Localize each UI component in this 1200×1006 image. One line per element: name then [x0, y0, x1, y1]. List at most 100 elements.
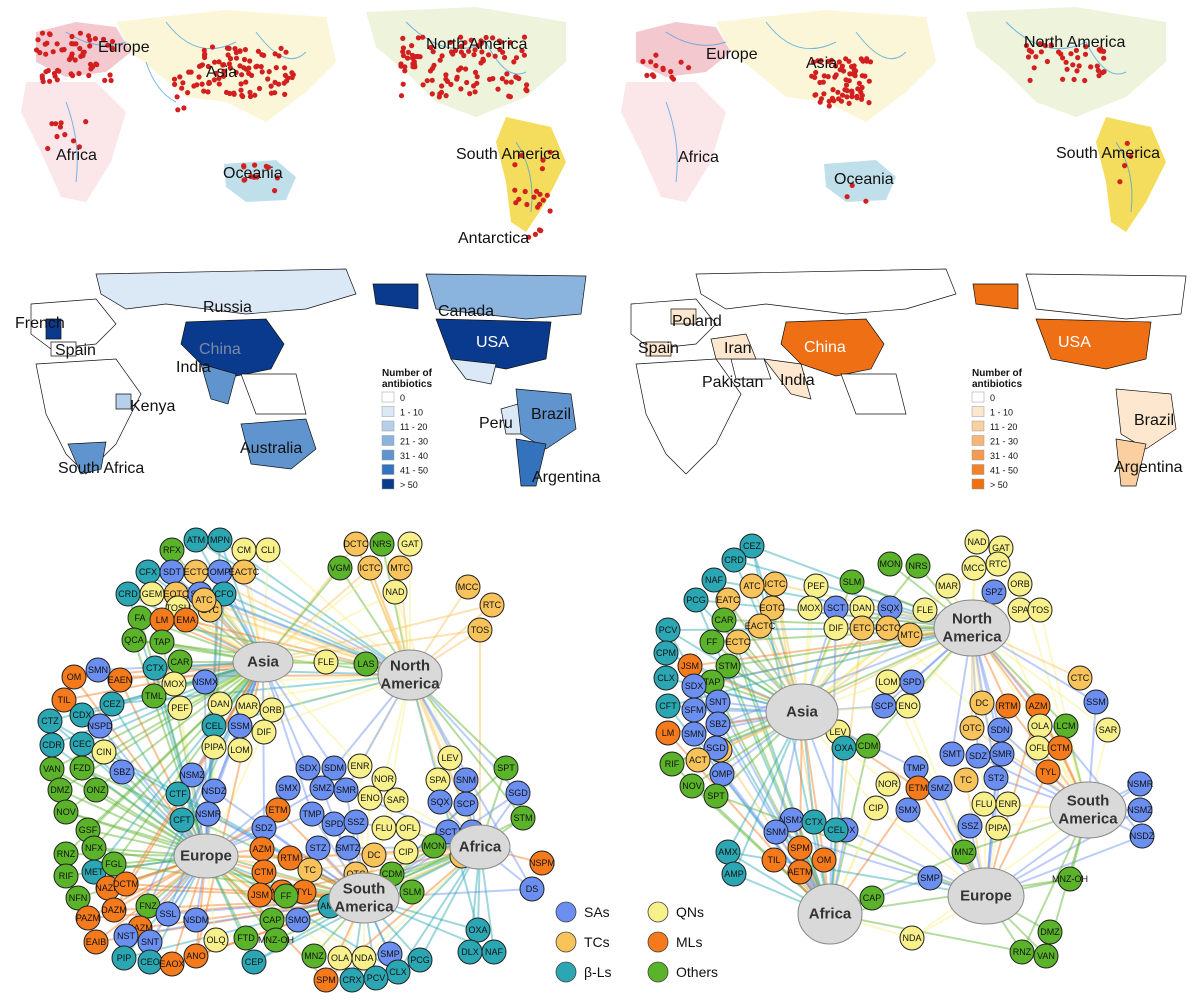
antibiotic-node[interactable]: SSZ — [957, 813, 983, 839]
antibiotic-node[interactable]: EACTC — [229, 559, 260, 585]
antibiotic-node[interactable]: CAR — [167, 649, 193, 675]
antibiotic-node[interactable]: CEC — [69, 731, 95, 757]
antibiotic-node[interactable]: SFM — [681, 697, 707, 723]
antibiotic-node[interactable]: LCM — [1053, 713, 1079, 739]
continent-hub[interactable]: Africa — [797, 883, 863, 945]
antibiotic-node[interactable]: AZM — [249, 836, 275, 862]
antibiotic-node[interactable]: NSDM — [183, 907, 210, 933]
antibiotic-node[interactable]: SSL — [155, 901, 181, 927]
antibiotic-node[interactable]: TOS — [1027, 597, 1053, 623]
antibiotic-node[interactable]: SMZ — [309, 775, 335, 801]
antibiotic-node[interactable]: PEF — [167, 695, 193, 721]
antibiotic-node[interactable]: PCV — [363, 965, 389, 991]
antibiotic-node[interactable]: DIF — [823, 615, 849, 641]
antibiotic-node[interactable]: NSMR — [1127, 771, 1154, 797]
antibiotic-node[interactable]: OM — [811, 847, 837, 873]
antibiotic-node[interactable]: CEZ — [99, 691, 125, 717]
antibiotic-node[interactable]: ATC — [191, 587, 217, 613]
antibiotic-node[interactable]: TOS — [467, 617, 493, 643]
antibiotic-node[interactable]: JSM — [247, 882, 273, 908]
antibiotic-node[interactable]: GAT — [397, 531, 423, 557]
antibiotic-node[interactable]: NSDZ — [201, 778, 227, 804]
antibiotic-node[interactable]: ONZ — [83, 777, 109, 803]
antibiotic-node[interactable]: RFX — [159, 537, 185, 563]
antibiotic-node[interactable]: SAR — [1095, 717, 1121, 743]
antibiotic-node[interactable]: SMT — [939, 741, 965, 767]
antibiotic-node[interactable]: SMP — [917, 865, 943, 891]
antibiotic-node[interactable]: NOV — [679, 773, 705, 799]
antibiotic-node[interactable]: TIL — [761, 847, 787, 873]
antibiotic-node[interactable]: CTM — [251, 859, 277, 885]
antibiotic-node[interactable]: FGL — [101, 851, 127, 877]
antibiotic-node[interactable]: TYL — [1035, 759, 1061, 785]
antibiotic-node[interactable]: EACTC — [745, 613, 776, 639]
antibiotic-node[interactable]: RNZ — [1009, 939, 1035, 965]
antibiotic-node[interactable]: RIF — [659, 751, 685, 777]
antibiotic-node[interactable]: DAN — [207, 691, 233, 717]
antibiotic-node[interactable]: SDT — [159, 559, 185, 585]
antibiotic-node[interactable]: OMP — [709, 761, 735, 787]
antibiotic-node[interactable]: CAR — [711, 607, 737, 633]
antibiotic-node[interactable]: FF — [273, 883, 299, 909]
antibiotic-node[interactable]: ENR — [995, 791, 1021, 817]
antibiotic-node[interactable]: ICTC — [357, 555, 383, 581]
antibiotic-node[interactable]: FA — [127, 605, 153, 631]
antibiotic-node[interactable]: ORB — [1007, 571, 1033, 597]
antibiotic-node[interactable]: MAR — [935, 573, 961, 599]
antibiotic-node[interactable]: SMO — [285, 907, 311, 933]
antibiotic-node[interactable]: ICTC — [762, 571, 788, 597]
antibiotic-node[interactable]: MNZ — [951, 839, 977, 865]
antibiotic-node[interactable]: DS — [519, 876, 545, 902]
antibiotic-node[interactable]: CEL — [201, 713, 227, 739]
antibiotic-node[interactable]: MCC — [961, 555, 987, 581]
antibiotic-node[interactable]: SDZ — [251, 815, 277, 841]
antibiotic-node[interactable]: SDZ — [965, 743, 991, 769]
antibiotic-node[interactable]: NOR — [875, 771, 901, 797]
antibiotic-node[interactable]: CIP — [393, 839, 419, 865]
antibiotic-node[interactable]: CDR — [39, 732, 65, 758]
antibiotic-node[interactable]: MNZ — [301, 943, 327, 969]
antibiotic-node[interactable]: MCC — [455, 574, 481, 600]
antibiotic-node[interactable]: SMN — [85, 657, 111, 683]
antibiotic-node[interactable]: CTC — [1067, 665, 1093, 691]
antibiotic-node[interactable]: QCA — [121, 627, 147, 653]
antibiotic-node[interactable]: NDA — [351, 945, 377, 971]
antibiotic-node[interactable]: CLI — [255, 537, 281, 563]
antibiotic-node[interactable]: DMZ — [1037, 919, 1063, 945]
antibiotic-node[interactable]: NAD — [964, 529, 990, 555]
antibiotic-node[interactable]: SMR — [989, 741, 1015, 767]
antibiotic-node[interactable]: ACT — [685, 747, 711, 773]
antibiotic-node[interactable]: DIF — [251, 719, 277, 745]
antibiotic-node[interactable]: CIN — [91, 739, 117, 765]
antibiotic-node[interactable]: EAEN — [107, 667, 133, 693]
antibiotic-node[interactable]: OM — [61, 664, 87, 690]
antibiotic-node[interactable]: STM — [715, 653, 741, 679]
antibiotic-node[interactable]: CRD — [721, 547, 747, 573]
antibiotic-node[interactable]: NSMR — [195, 801, 222, 827]
antibiotic-node[interactable]: SNT — [705, 689, 731, 715]
antibiotic-node[interactable]: MON — [421, 833, 447, 859]
antibiotic-node[interactable]: RTM — [995, 693, 1021, 719]
antibiotic-node[interactable]: CDX — [69, 702, 95, 728]
antibiotic-node[interactable]: TC — [953, 767, 979, 793]
antibiotic-node[interactable]: LEV — [437, 745, 463, 771]
antibiotic-node[interactable]: SDX — [295, 755, 321, 781]
antibiotic-node[interactable]: STZ — [305, 835, 331, 861]
antibiotic-node[interactable]: EAOX — [159, 951, 185, 977]
antibiotic-node[interactable]: ORB — [259, 697, 285, 723]
antibiotic-node[interactable]: STM — [510, 805, 536, 831]
antibiotic-node[interactable]: CAP — [859, 885, 885, 911]
antibiotic-node[interactable]: SPD — [899, 669, 925, 695]
antibiotic-node[interactable]: AMP — [721, 861, 747, 887]
antibiotic-node[interactable]: MTC — [897, 622, 923, 648]
antibiotic-node[interactable]: OXA — [831, 735, 857, 761]
antibiotic-node[interactable]: MTC — [387, 555, 413, 581]
antibiotic-node[interactable]: SDM — [321, 755, 347, 781]
antibiotic-node[interactable]: SAR — [383, 787, 409, 813]
antibiotic-node[interactable]: SCP — [453, 791, 479, 817]
antibiotic-node[interactable]: LM — [655, 720, 681, 746]
antibiotic-node[interactable]: SNM — [453, 767, 479, 793]
antibiotic-node[interactable]: MOX — [797, 595, 823, 621]
antibiotic-node[interactable]: OLA — [1027, 713, 1053, 739]
